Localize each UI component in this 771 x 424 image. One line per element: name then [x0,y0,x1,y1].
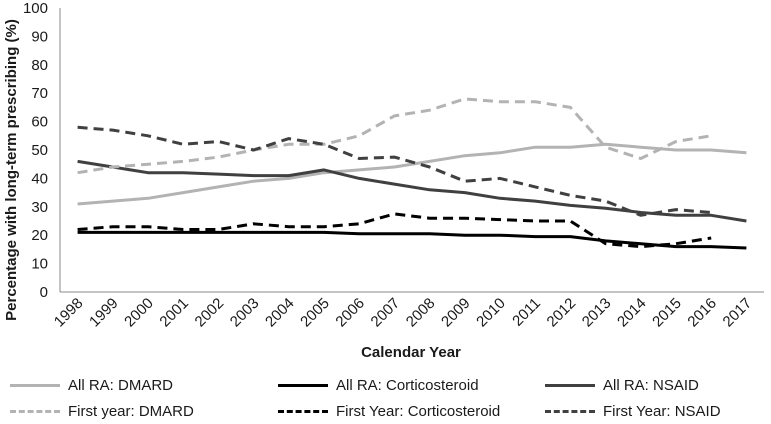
x-tick-label: 2009 [438,295,474,331]
legend-label: All RA: DMARD [68,377,174,394]
x-tick-label: 2016 [684,295,720,331]
x-axis-title: Calendar Year [361,344,461,361]
x-tick-label: 2011 [509,295,544,330]
x-tick-label: 1998 [51,295,87,331]
series-line [77,230,747,250]
legend-label: First year: DMARD [68,403,194,420]
legend-item: First Year: NSAID [545,403,721,420]
x-tick-label: 2012 [544,295,580,331]
legend-label: First Year: NSAID [603,403,721,420]
legend-label: All RA: NSAID [603,377,699,394]
y-tick-label: 80 [31,57,48,74]
x-tick-label: 2013 [579,295,615,331]
series-line [77,159,747,223]
legend-swatch [545,410,595,413]
x-tick-label: 2015 [649,295,685,331]
x-axis-ticks: 1998 1999 2000 2001 2002 2003 2004 2005 2006 2007… [51,295,755,331]
series-lines [77,97,747,250]
legend-swatch [545,384,595,387]
legend-label: First Year: Corticosteroid [336,403,501,420]
legend-item: First Year: Corticosteroid [278,403,500,420]
y-tick-label: 0 [40,284,48,301]
x-tick-label: 2014 [614,295,650,331]
series-line [77,125,712,217]
series-line [77,212,712,249]
legend-item: First year: DMARD [10,403,194,420]
legend-item: All RA: NSAID [545,377,699,394]
y-axis-ticks: 0 10 20 30 40 50 60 70 80 90 100 [23,0,48,301]
y-tick-label: 20 [31,227,48,244]
x-tick-label: 2001 [156,295,192,331]
x-tick-label: 2007 [368,295,404,331]
y-tick-label: 60 [31,114,48,131]
y-tick-label: 10 [31,256,48,273]
y-tick-label: 90 [31,28,48,45]
y-tick-label: 100 [23,0,48,17]
x-tick-label: 2000 [121,295,157,331]
x-tick-label: 2004 [262,295,298,331]
x-tick-label: 1999 [86,295,122,331]
legend-item: All RA: Corticosteroid [278,377,479,394]
chart-legend: All RA: DMARD All RA: Corticosteroid All R… [0,372,771,424]
legend-swatch [278,384,328,387]
x-tick-label: 2003 [227,295,263,331]
x-tick-label: 2017 [720,295,756,331]
legend-label: All RA: Corticosteroid [336,377,479,394]
x-tick-label: 2008 [403,295,439,331]
series-line [77,142,747,206]
y-tick-label: 70 [31,85,48,102]
x-tick-label: 2006 [332,295,368,331]
series-line [77,97,712,175]
y-axis-title: Percentage with long-term prescribing (%… [3,19,20,321]
legend-item: All RA: DMARD [10,377,173,394]
legend-swatch [10,410,60,413]
y-tick-label: 30 [31,199,48,216]
y-tick-label: 40 [31,170,48,187]
y-tick-label: 50 [31,142,48,159]
legend-swatch [278,410,328,413]
x-tick-label: 2002 [192,295,228,331]
x-tick-label: 2010 [473,295,509,331]
legend-swatch [10,384,60,387]
x-tick-label: 2005 [297,295,333,331]
